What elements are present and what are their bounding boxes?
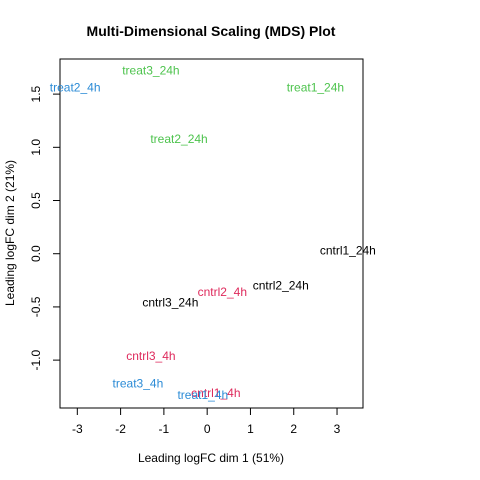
x-tick-label: -2 <box>115 422 126 436</box>
point-label-treat1-4h: treat1_4h <box>177 388 228 402</box>
point-label-cntrl2-4h: cntrl2_4h <box>198 285 247 299</box>
point-label-cntrl3-4h: cntrl3_4h <box>126 349 175 363</box>
y-tick-label: -0.5 <box>29 296 43 317</box>
point-labels: treat2_4h treat3_24h treat1_24h treat2_24hc… <box>50 64 376 403</box>
x-tick-label: -1 <box>159 422 170 436</box>
point-label-cntrl3-24h: cntrl3_24h <box>142 296 198 310</box>
y-tick-label: 1.0 <box>29 139 43 156</box>
axes: -3 -2 -1 0 1 2 3 -1.0 -0.5 0.0 0.5 1.0 1.5 <box>29 58 364 436</box>
y-axis-label: Leading logFC dim 2 (21%) <box>3 160 17 306</box>
point-label-treat1-24h: treat1_24h <box>287 81 344 95</box>
point-label-cntrl1-4h: cntrl1_4h <box>191 386 240 400</box>
x-tick-label: 1 <box>247 422 254 436</box>
x-axis-label: Leading logFC dim 1 (51%) <box>138 451 284 465</box>
x-tick-label: 3 <box>334 422 341 436</box>
plot-frame <box>59 58 364 409</box>
point-label-treat3-24h: treat3_24h <box>122 64 179 78</box>
point-label-cntrl1-24h: cntrl1_24h <box>320 244 376 258</box>
x-tick-label: 0 <box>204 422 211 436</box>
x-tick-label: -3 <box>72 422 83 436</box>
y-tick-label: 1.5 <box>29 85 43 102</box>
chart-title: Multi-Dimensional Scaling (MDS) Plot <box>87 23 336 39</box>
point-label-cntrl2-24h: cntrl2_24h <box>253 279 309 293</box>
point-label-treat3-4h: treat3_4h <box>113 377 164 391</box>
y-tick-label: -1.0 <box>29 349 43 370</box>
x-tick-label: 2 <box>290 422 297 436</box>
y-tick-label: 0.5 <box>29 192 43 209</box>
y-tick-label: 0.0 <box>29 245 43 262</box>
point-label-treat2-24h: treat2_24h <box>150 132 207 146</box>
point-label-treat2-4h: treat2_4h <box>50 81 101 95</box>
